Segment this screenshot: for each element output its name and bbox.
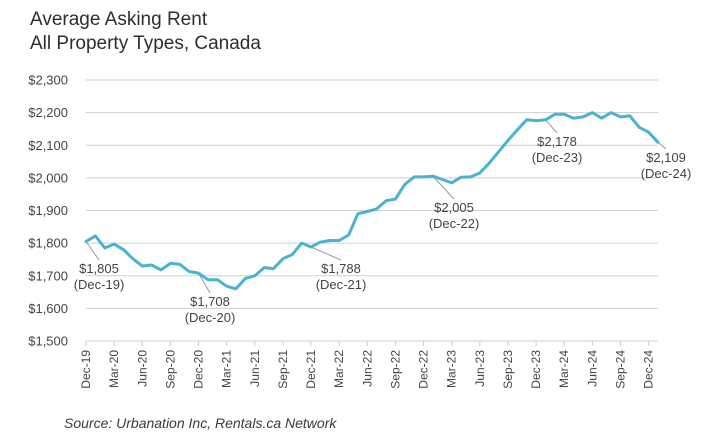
x-tick-label: Sep-22	[388, 350, 402, 389]
annotation-leader	[432, 175, 455, 200]
y-tick-label: $1,800	[28, 236, 68, 251]
x-tick-label: Sep-23	[501, 350, 515, 389]
x-tick-label: Jun-24	[585, 350, 599, 387]
annotation-date: (Dec-20)	[185, 310, 236, 325]
annotation-date: (Dec-23)	[532, 150, 583, 165]
gridlines	[86, 79, 658, 342]
annotation-leader	[85, 241, 100, 261]
x-tick-label: Dec-19	[79, 350, 93, 389]
rent-series-line	[84, 111, 660, 291]
x-axis-labels: Dec-19 Mar-20 Jun-20 Sep-20 Dec-20 Mar-21 Jun-…	[79, 341, 656, 389]
source-note: Source: Urbanation Inc, Rentals.ca Netwo…	[64, 415, 337, 431]
annotation-value: $1,805	[79, 261, 119, 276]
annotation-date: (Dec-19)	[74, 277, 125, 292]
annotation-date: (Dec-21)	[316, 277, 367, 292]
annotation-value: $1,708	[190, 294, 230, 309]
x-tick-label: Jun-20	[135, 350, 149, 387]
y-tick-label: $2,000	[28, 170, 68, 185]
y-tick-label: $1,600	[28, 301, 68, 316]
x-tick-label: Mar-21	[220, 350, 234, 388]
annotation-date: (Dec-24)	[641, 166, 692, 181]
x-tick-label: Sep-24	[613, 350, 627, 389]
y-tick-label: $2,200	[28, 105, 68, 120]
x-tick-label: Dec-23	[529, 350, 543, 389]
annotation-leader	[198, 272, 211, 294]
y-tick-label: $1,500	[28, 334, 68, 349]
x-tick-label: Jun-23	[473, 350, 487, 387]
chart-title: Average Asking Rent All Property Types, …	[30, 8, 261, 56]
annotation-value: $2,109	[646, 150, 686, 165]
chart-title-line-2: All Property Types, Canada	[30, 33, 261, 54]
annotations: $1,805(Dec-19)$1,708(Dec-20)$1,788(Dec-2…	[74, 134, 692, 325]
annotation-value: $2,005	[434, 200, 474, 215]
x-tick-label: Jun-22	[360, 350, 374, 387]
annotation-date: (Dec-22)	[429, 216, 480, 231]
x-tick-label: Mar-22	[332, 350, 346, 388]
x-tick-label: Dec-21	[304, 350, 318, 389]
annotation-leader-lines	[85, 119, 667, 294]
x-tick-label: Mar-23	[445, 350, 459, 388]
y-axis-labels: $1,500 $1,600 $1,700 $1,800 $1,900 $2,000 $2,1…	[28, 73, 68, 349]
x-tick-label: Jun-21	[248, 350, 262, 387]
chart-title-line-1: Average Asking Rent	[30, 9, 208, 30]
x-tick-label: Dec-22	[417, 350, 431, 389]
y-tick-label: $2,100	[28, 138, 68, 153]
y-tick-label: $1,700	[28, 268, 68, 283]
annotation-value: $1,788	[321, 261, 361, 276]
x-tick-label: Mar-24	[557, 350, 571, 388]
x-tick-label: Sep-20	[163, 350, 177, 389]
annotation-leader	[657, 141, 667, 150]
annotation-leader	[545, 119, 558, 134]
x-tick-label: Dec-24	[642, 350, 656, 389]
x-tick-label: Dec-20	[192, 350, 206, 389]
y-tick-label: $1,900	[28, 203, 68, 218]
annotation-leader	[310, 246, 342, 261]
x-tick-label: Sep-21	[276, 350, 290, 389]
x-tick-label: Mar-20	[107, 350, 121, 388]
y-tick-label: $2,300	[28, 73, 68, 88]
annotation-value: $2,178	[537, 134, 577, 149]
